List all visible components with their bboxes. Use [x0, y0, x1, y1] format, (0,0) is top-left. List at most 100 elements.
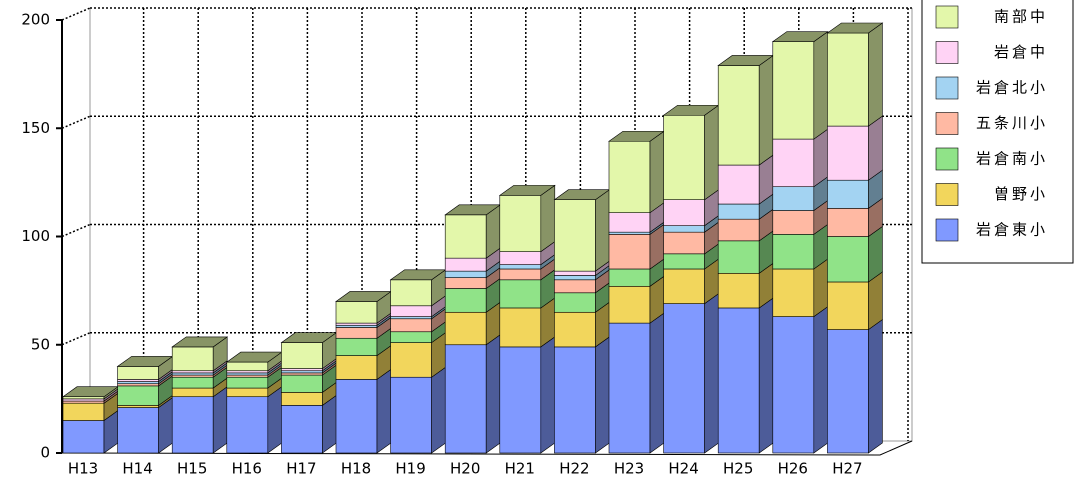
legend-label: 岩倉東小	[976, 221, 1048, 239]
bar-front	[717, 164, 760, 205]
bar-front	[444, 288, 487, 313]
bar-front	[226, 372, 269, 376]
bar-front	[663, 253, 705, 270]
bar-side	[376, 368, 392, 454]
bar-front	[226, 376, 269, 389]
bar-front	[390, 279, 432, 307]
bar-front	[608, 268, 651, 287]
bar-side	[431, 366, 446, 454]
y-tick-label: 0	[40, 444, 50, 462]
bar-front	[444, 277, 487, 289]
bar-front	[171, 387, 214, 398]
grid-line	[61, 7, 91, 21]
x-tick-label: H13	[68, 460, 98, 478]
bar-front	[62, 396, 105, 400]
legend-swatch	[935, 183, 959, 206]
bar-front	[390, 305, 432, 317]
bar-front	[335, 324, 378, 328]
bar-side	[212, 386, 228, 454]
bar-side	[868, 22, 883, 127]
bar-front	[499, 264, 542, 270]
bar-front	[554, 270, 596, 276]
bar-front	[117, 405, 159, 408]
bar-front	[335, 301, 378, 324]
bar-front	[827, 329, 869, 454]
bar-front	[499, 346, 542, 454]
bar-front	[608, 231, 651, 235]
bar-front	[335, 379, 378, 454]
bar-front	[117, 383, 159, 387]
grid-line	[61, 115, 91, 129]
bar-front	[772, 234, 815, 270]
bar-front	[663, 268, 705, 304]
bar-top	[771, 31, 829, 42]
bar-front	[117, 366, 159, 380]
legend-label: 曽野小	[994, 185, 1048, 203]
bar-front	[335, 337, 378, 356]
bar-front	[390, 342, 432, 378]
bar-front	[444, 270, 487, 278]
bar-front	[444, 214, 487, 259]
bar-front	[554, 311, 596, 348]
bar-front	[608, 285, 651, 324]
bar-front	[663, 199, 705, 226]
x-tick-label: H24	[668, 460, 698, 478]
bar-side	[649, 312, 665, 454]
bar-top	[826, 22, 884, 34]
x-tick-label: H22	[559, 460, 589, 478]
y-tick-label: 200	[21, 11, 50, 29]
bar-front	[171, 374, 214, 378]
x-tick-label: H21	[505, 460, 535, 478]
bar-front	[663, 231, 705, 255]
bar-front	[281, 392, 323, 406]
bar-front	[608, 212, 651, 233]
bar-front	[608, 322, 651, 454]
bar-front	[335, 322, 378, 326]
x-tick-label: H18	[341, 460, 371, 478]
bar-front	[608, 234, 651, 270]
bar-side	[649, 130, 665, 214]
bar-front	[772, 186, 815, 211]
bar-side	[813, 306, 829, 454]
legend-swatch	[935, 218, 959, 242]
bar-front	[226, 396, 269, 454]
bar-front	[827, 281, 869, 330]
x-tick-label: H15	[177, 460, 207, 478]
grid-line	[61, 332, 91, 346]
x-tick-label: H16	[232, 460, 262, 478]
bar-side	[868, 319, 883, 454]
bar-front	[772, 268, 815, 317]
bar-front	[499, 268, 542, 281]
bar-front	[554, 346, 596, 454]
bar-front	[226, 374, 269, 378]
bar-front	[171, 370, 214, 374]
bar-side	[704, 293, 719, 454]
bar-front	[554, 292, 596, 313]
bar-front	[281, 405, 323, 454]
legend-swatch	[935, 76, 959, 100]
bar-side	[758, 297, 774, 454]
bar-front	[390, 318, 432, 333]
bar-front	[171, 396, 214, 454]
bar-side	[595, 336, 610, 454]
legend-label: 岩倉北小	[976, 79, 1048, 97]
bar-front	[444, 257, 487, 272]
legend-label: 岩倉中	[994, 43, 1048, 61]
bar-front	[499, 251, 542, 265]
x-tick-label: H27	[832, 460, 862, 478]
bar-front	[717, 218, 760, 242]
bar-front	[554, 279, 596, 294]
bar-front	[554, 275, 596, 281]
floor	[61, 440, 913, 456]
bar-side	[540, 184, 556, 253]
y-tick-label: 150	[21, 119, 50, 137]
bar-front	[226, 370, 269, 374]
bar-front	[499, 195, 542, 252]
bar-front	[608, 140, 651, 213]
bar-front	[171, 346, 214, 372]
bar-front	[827, 236, 869, 283]
bar-front	[390, 376, 432, 454]
bar-front	[717, 65, 760, 166]
bar-front	[717, 273, 760, 309]
bar-front	[390, 316, 432, 320]
